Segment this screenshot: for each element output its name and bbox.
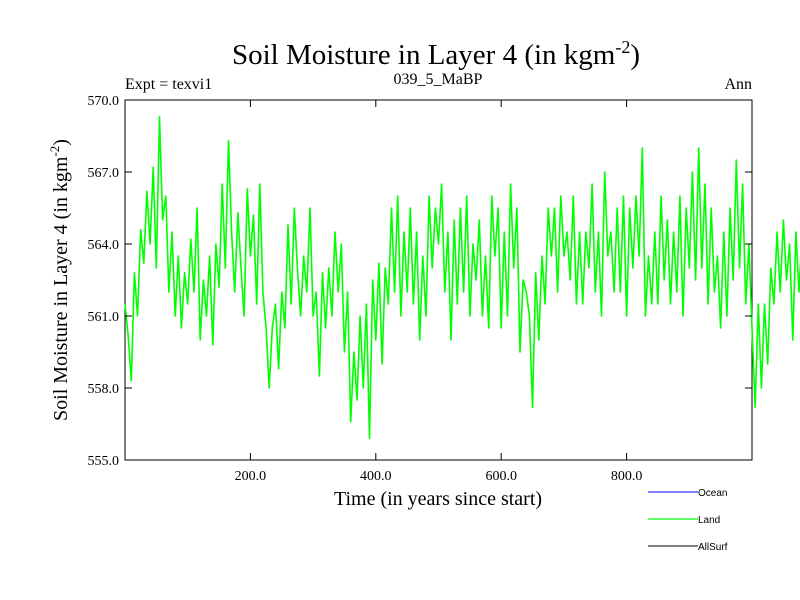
x-axis: 200.0 400.0 600.0 800.0: [235, 100, 643, 484]
y-tick-label: 558.0: [88, 382, 120, 397]
x-tick-label: 800.0: [611, 469, 643, 484]
subtitle-experiment: Expt = texvi1: [125, 76, 212, 93]
plot-frame: [124, 99, 753, 461]
x-tick-label: 200.0: [235, 469, 267, 484]
y-tick-label: 570.0: [88, 94, 120, 109]
y-axis: 555.0 558.0 561.0 564.0 567.0 570.0: [88, 94, 752, 469]
legend-label-allsurf: AllSurf: [698, 542, 728, 553]
legend: Ocean Land AllSurf: [648, 488, 728, 553]
y-tick-label: 564.0: [88, 238, 120, 253]
y-axis-label: Soil Moisture in Layer 4 (in kgm-2): [47, 139, 72, 421]
x-tick-label: 400.0: [360, 469, 392, 484]
series-line-land: [124, 116, 800, 440]
subtitle-period: 039_5_MaBP: [394, 71, 483, 88]
subtitle-season: Ann: [724, 76, 752, 93]
x-tick-label: 600.0: [485, 469, 517, 484]
x-axis-label: Time (in years since start): [334, 488, 542, 510]
chart-title: Soil Moisture in Layer 4 (in kgm-2): [232, 37, 640, 71]
y-tick-label: 555.0: [88, 454, 120, 469]
legend-label-land: Land: [698, 515, 720, 526]
legend-label-ocean: Ocean: [698, 488, 727, 499]
y-tick-label: 567.0: [88, 166, 120, 181]
y-tick-label: 561.0: [88, 310, 120, 325]
